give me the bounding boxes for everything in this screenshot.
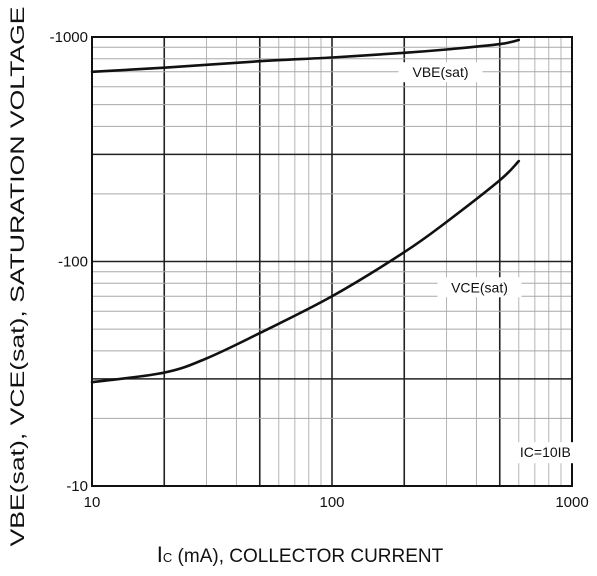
plot-frame xyxy=(91,36,573,487)
series-label: VBE(sat) xyxy=(413,64,469,80)
y-tick-label: -100 xyxy=(58,254,88,271)
series-line xyxy=(90,159,521,384)
x-tick-label: 1000 xyxy=(555,494,588,511)
series-label: VCE(sat) xyxy=(451,279,508,295)
series-line xyxy=(90,38,521,74)
y-axis-title: VBE(sat), VCE(sat), SATURATION VOLTAGE xyxy=(8,7,29,547)
series-label-backing xyxy=(398,62,483,83)
x-axis-title-text: (mA), COLLECTOR CURRENT xyxy=(172,546,443,567)
x-tick-label: 10 xyxy=(84,494,101,511)
x-axis-title-subscript: C xyxy=(163,550,172,565)
condition-annotation: IC=10IB xyxy=(505,442,586,464)
y-tick-label: -1000 xyxy=(50,29,88,46)
condition-label: IC=10IB xyxy=(520,444,571,460)
series-label-backing xyxy=(437,277,522,298)
y-tick-label: -10 xyxy=(66,478,88,495)
tick-labels: 10 100 1000 -1000 -100 -10 xyxy=(50,29,589,511)
grid xyxy=(91,37,572,487)
x-tick-label: 100 xyxy=(319,494,344,511)
curves: VBE(sat) VCE(sat) xyxy=(90,38,522,384)
x-axis-title-symbol: I xyxy=(157,542,163,567)
x-axis-title: IC (mA), COLLECTOR CURRENT xyxy=(157,542,444,567)
